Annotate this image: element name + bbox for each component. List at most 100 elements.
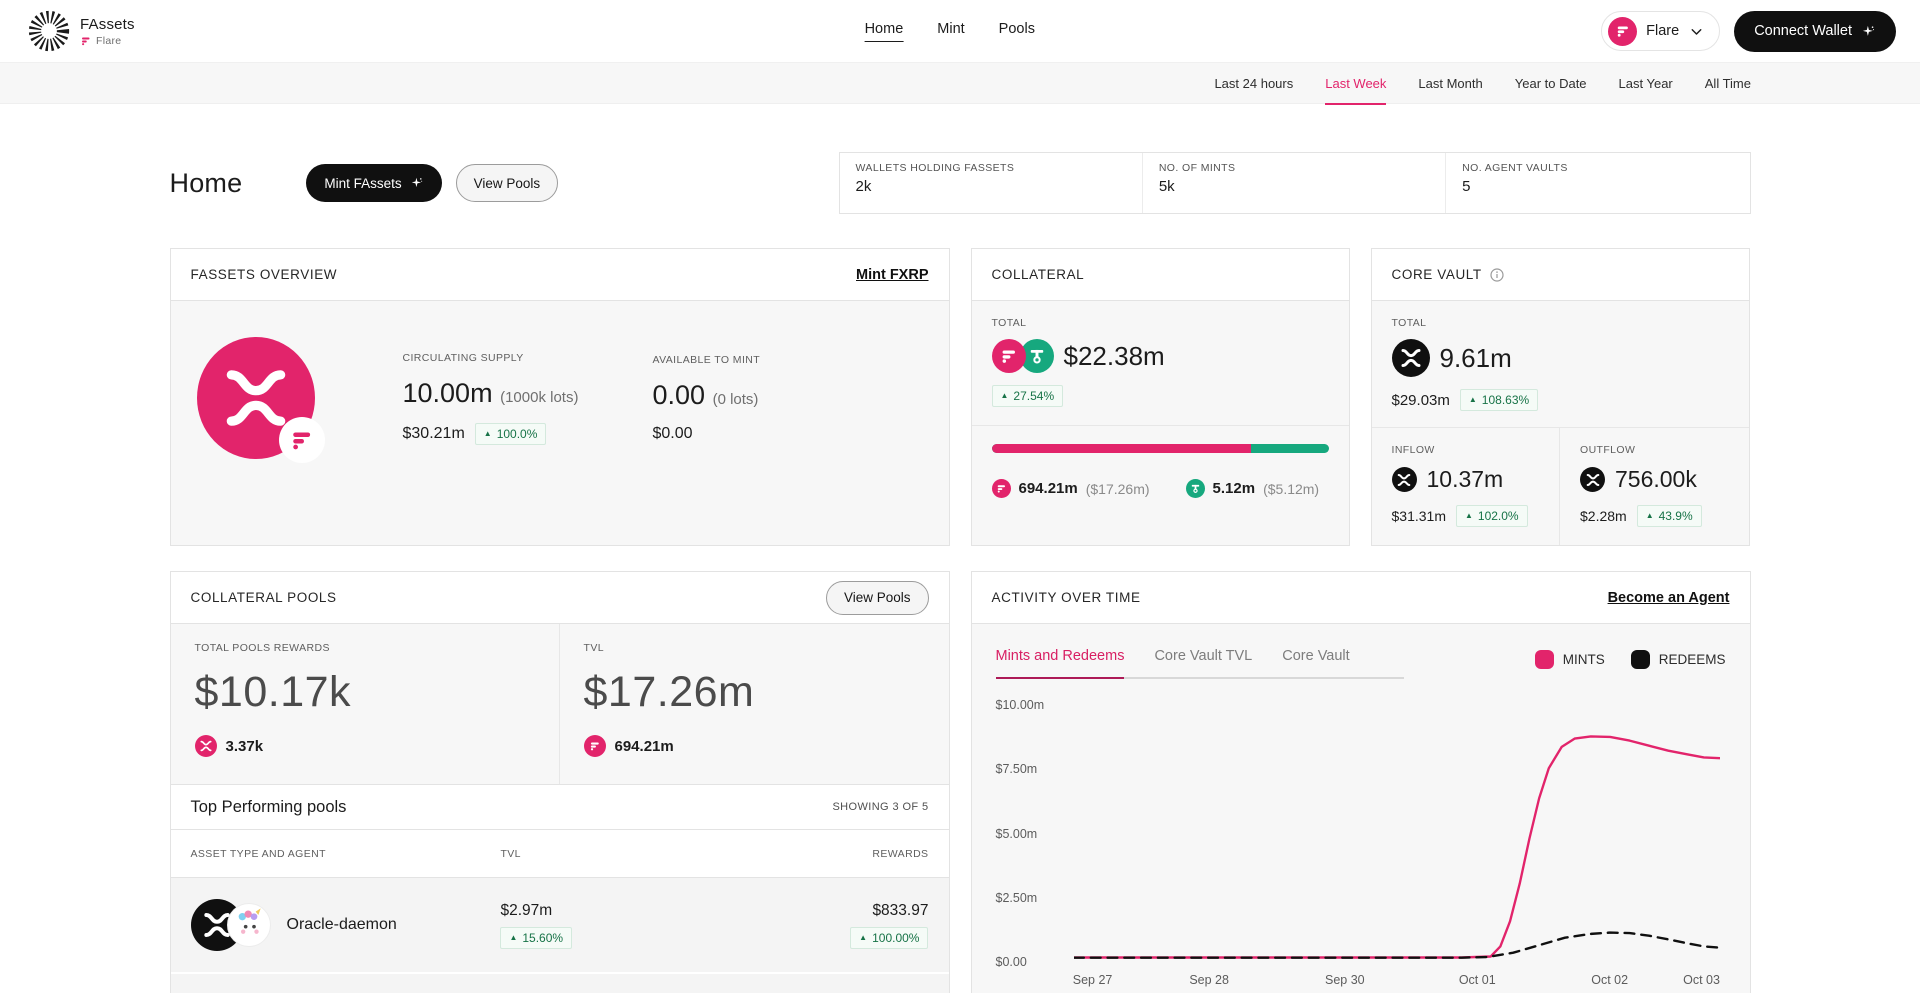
activity-plot[interactable]: [1072, 705, 1721, 962]
core-vault-total-usd-row: $29.03m ▲ 108.63%: [1392, 389, 1729, 411]
top-cards-row: FASSETS OVERVIEW Mint FXRP: [169, 248, 1751, 546]
filter-all-time[interactable]: All Time: [1704, 75, 1751, 91]
pool-tvl-cell: $2.97m ▲ 15.60%: [500, 902, 721, 949]
filter-year-to-date[interactable]: Year to Date: [1514, 75, 1587, 91]
collateral-change-badge: ▲ 27.54%: [991, 385, 1064, 407]
y-tick-label: $10.00m: [995, 698, 1045, 712]
mint-fxrp-link[interactable]: Mint FXRP: [856, 266, 929, 283]
rewards-sub-row: 3.37k: [194, 735, 535, 757]
collateral-title: COLLATERAL: [991, 267, 1085, 282]
view-pools-button-card[interactable]: View Pools: [825, 580, 929, 615]
tab-core-vault[interactable]: Core Vault: [1282, 648, 1350, 664]
x-tick-label: Sep 30: [1325, 973, 1365, 987]
brand-text: FAssets Flare: [80, 16, 135, 47]
connect-wallet-button[interactable]: Connect Wallet: [1734, 10, 1896, 52]
bottom-cards-row: COLLATERAL POOLS View Pools TOTAL POOLS …: [169, 571, 1751, 993]
pool-rewards-change-row: ▲ 100.00%: [722, 926, 929, 949]
stat-wallets-holding: WALLETS HOLDING FASSETS 2k: [840, 153, 1143, 213]
inflow-value: 10.37m: [1426, 466, 1504, 492]
core-vault-total-value: 9.61m: [1439, 342, 1512, 373]
pool-rewards-change-badge: ▲ 100.00%: [850, 926, 929, 949]
connect-wallet-label: Connect Wallet: [1754, 23, 1852, 39]
collateral-pools-stats: TOTAL POOLS REWARDS $10.17k 3.37k TVL $1…: [171, 624, 949, 784]
core-vault-change: 108.63%: [1481, 393, 1530, 407]
usdt0-usd: ($5.12m): [1263, 480, 1320, 497]
activity-card: ACTIVITY OVER TIME Become an Agent Mints…: [970, 571, 1751, 993]
collateral-ratio-bar: [991, 444, 1329, 453]
network-selector[interactable]: Flare: [1601, 11, 1721, 51]
x-tick-label: Sep 28: [1189, 973, 1229, 987]
app-header: FAssets Flare Home Mint Pools: [0, 0, 1920, 62]
stat-label: NO. OF MINTS: [1158, 162, 1236, 174]
mints-swatch-icon: [1534, 650, 1554, 669]
collateral-total-section: TOTAL $22.38m ▲ 27.54%: [971, 301, 1349, 426]
inflow-usd-row: $31.31m ▲ 102.0%: [1392, 505, 1544, 527]
brand[interactable]: FAssets Flare: [28, 10, 135, 52]
collateral-total-label: TOTAL: [991, 317, 1027, 329]
filter-last-month[interactable]: Last Month: [1418, 75, 1483, 91]
outflow-usd: $2.28m: [1580, 508, 1627, 524]
stat-value: 2k: [855, 178, 872, 195]
view-pools-button[interactable]: View Pools: [455, 164, 559, 202]
pool-tvl-change: 15.60%: [522, 930, 564, 945]
tvl-block: TVL $17.26m 694.21m: [560, 624, 949, 784]
info-icon[interactable]: [1489, 267, 1505, 283]
become-an-agent-link[interactable]: Become an Agent: [1607, 589, 1730, 606]
y-tick-label: $5.00m: [995, 826, 1038, 841]
mint-lots: (0 lots): [712, 390, 759, 408]
table-row[interactable]: Bifrost Wallet $3.60m ▲ 27.47% $1.32k: [170, 974, 949, 993]
filter-last-week[interactable]: Last Week: [1325, 63, 1387, 105]
flare-coin-icon: [991, 479, 1011, 498]
activity-chart-svg: [1072, 735, 1721, 959]
sparkle-icon: [1861, 24, 1876, 39]
collateral-pools-header: COLLATERAL POOLS View Pools: [170, 572, 949, 624]
flare-coin-icon: [991, 339, 1026, 373]
oracle-daemon-avatar: [226, 903, 271, 947]
inflow-label: INFLOW: [1391, 444, 1435, 456]
circulating-supply-label: CIRCULATING SUPPLY: [402, 351, 524, 364]
rewards-label: TOTAL POOLS REWARDS: [194, 642, 330, 654]
collateral-change: 27.54%: [1013, 389, 1055, 403]
legend-mints-label: MINTS: [1562, 652, 1605, 667]
mint-fassets-button[interactable]: Mint FAssets: [306, 164, 442, 202]
outflow-usd-row: $2.28m ▲ 43.9%: [1580, 505, 1733, 527]
x-axis-labels: Sep 27 Sep 28 Sep 30 Oct 01 Oct 02 Oct 03: [1073, 973, 1720, 993]
usdt0-amount: 5.12m: [1212, 480, 1256, 497]
nav-pools[interactable]: Pools: [998, 21, 1035, 37]
legend-redeems-label: REDEEMS: [1658, 652, 1726, 667]
stat-no-of-mints: NO. OF MINTS 5k: [1143, 153, 1447, 213]
xrp-coin-icon: [1391, 339, 1430, 377]
usdt0-coin-icon: [1185, 479, 1205, 498]
core-vault-inflow: INFLOW 10.37m $31.31m ▲ 102.0%: [1372, 428, 1560, 545]
tvl-label: TVL: [583, 642, 604, 654]
outflow-label: OUTFLOW: [1580, 444, 1636, 456]
filter-last-24-hours[interactable]: Last 24 hours: [1214, 75, 1294, 91]
col-rewards: REWARDS: [872, 847, 929, 860]
table-row[interactable]: Oracle-daemon $2.97m ▲ 15.60% $833.97: [170, 878, 949, 974]
available-to-mint-label: AVAILABLE TO MINT: [652, 353, 761, 366]
supply-lots: (1000k lots): [500, 388, 579, 406]
available-to-mint-block: AVAILABLE TO MINT 0.00 (0 lots) $0.00: [653, 354, 903, 443]
brand-network: Flare: [80, 35, 135, 47]
outflow-change-badge: ▲ 43.9%: [1636, 505, 1702, 527]
tvl-sub-value: 694.21m: [614, 737, 674, 755]
core-vault-change-badge: ▲ 108.63%: [1459, 389, 1539, 411]
triangle-up-icon: ▲: [859, 932, 868, 942]
pools-table-header: ASSET TYPE AND AGENT TVL REWARDS: [170, 830, 949, 878]
view-pools-label: View Pools: [843, 590, 911, 605]
nav-home[interactable]: Home: [864, 21, 904, 42]
header-right: Flare Connect Wallet: [1601, 10, 1896, 52]
tab-mints-and-redeems[interactable]: Mints and Redeems: [995, 648, 1125, 679]
filter-last-year[interactable]: Last Year: [1618, 75, 1673, 91]
activity-body: Mints and Redeems Core Vault TVL Core Va…: [972, 624, 1750, 993]
collateral-legend: 694.21m ($17.26m) 5.12m ($5.12m): [991, 479, 1329, 498]
pool-tvl-value: $2.97m: [500, 901, 553, 919]
tab-core-vault-tvl[interactable]: Core Vault TVL: [1154, 648, 1253, 664]
core-vault-total-row: 9.61m: [1391, 339, 1729, 377]
pool-tvl-change-badge: ▲ 15.60%: [500, 926, 573, 949]
nav-mint[interactable]: Mint: [937, 21, 965, 37]
inflow-usd: $31.31m: [1391, 508, 1446, 524]
series-redeems-line: [1072, 931, 1721, 959]
core-vault-title: CORE VAULT: [1392, 267, 1505, 283]
